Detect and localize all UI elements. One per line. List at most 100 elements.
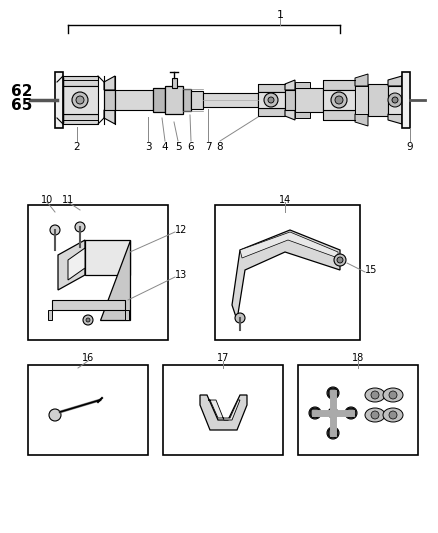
Polygon shape: [85, 240, 130, 275]
Polygon shape: [68, 248, 85, 280]
Polygon shape: [63, 114, 98, 124]
Circle shape: [309, 407, 321, 419]
Polygon shape: [285, 90, 295, 110]
Polygon shape: [323, 80, 355, 90]
Polygon shape: [52, 300, 125, 310]
Polygon shape: [388, 86, 402, 114]
Polygon shape: [240, 232, 338, 258]
Circle shape: [371, 391, 379, 399]
Polygon shape: [388, 114, 402, 124]
Circle shape: [75, 222, 85, 232]
Polygon shape: [125, 310, 129, 320]
Bar: [28, 365, 148, 455]
Text: 65: 65: [11, 99, 33, 114]
Text: 9: 9: [407, 142, 413, 152]
Polygon shape: [295, 112, 310, 118]
Polygon shape: [258, 92, 285, 108]
Bar: [295, 88, 323, 112]
Text: 18: 18: [352, 353, 364, 363]
Bar: [28, 205, 168, 340]
Bar: [368, 84, 388, 116]
Text: 7: 7: [205, 142, 211, 152]
Circle shape: [268, 97, 274, 103]
Text: 13: 13: [175, 270, 187, 280]
Circle shape: [328, 388, 338, 398]
Circle shape: [328, 428, 338, 438]
Bar: [298, 365, 418, 455]
Circle shape: [345, 407, 357, 419]
Polygon shape: [285, 80, 295, 90]
Bar: [203, 93, 258, 107]
Ellipse shape: [383, 408, 403, 422]
Text: 3: 3: [145, 142, 151, 152]
Polygon shape: [48, 310, 52, 320]
Circle shape: [337, 257, 343, 263]
Polygon shape: [104, 110, 115, 124]
Circle shape: [49, 409, 61, 421]
Text: 10: 10: [41, 195, 53, 205]
Text: 16: 16: [82, 353, 94, 363]
Circle shape: [389, 411, 397, 419]
Circle shape: [264, 93, 278, 107]
Polygon shape: [58, 240, 85, 290]
Bar: [55, 72, 63, 128]
Circle shape: [83, 315, 93, 325]
Polygon shape: [63, 86, 98, 114]
Circle shape: [331, 92, 347, 108]
Polygon shape: [232, 230, 340, 320]
Polygon shape: [100, 240, 130, 320]
Polygon shape: [388, 76, 402, 86]
Circle shape: [371, 411, 379, 419]
Bar: [402, 72, 410, 128]
Circle shape: [310, 408, 320, 418]
Text: 62: 62: [11, 85, 33, 100]
Bar: [163, 365, 283, 455]
Circle shape: [346, 408, 356, 418]
Text: 4: 4: [162, 142, 168, 152]
Circle shape: [50, 225, 60, 235]
Ellipse shape: [365, 408, 385, 422]
Polygon shape: [355, 86, 368, 114]
Polygon shape: [208, 400, 240, 420]
Circle shape: [328, 408, 338, 418]
Circle shape: [389, 391, 397, 399]
Text: 2: 2: [74, 142, 80, 152]
Text: 6: 6: [188, 142, 194, 152]
Text: 14: 14: [279, 195, 291, 205]
Circle shape: [72, 92, 88, 108]
Text: 5: 5: [175, 142, 181, 152]
Bar: [115, 90, 153, 110]
Bar: [165, 86, 183, 114]
Circle shape: [388, 93, 402, 107]
Circle shape: [235, 313, 245, 323]
Polygon shape: [295, 82, 310, 88]
Circle shape: [327, 387, 339, 399]
Polygon shape: [104, 90, 115, 110]
Polygon shape: [200, 395, 247, 430]
Bar: [183, 89, 191, 111]
Bar: [191, 91, 203, 109]
Polygon shape: [258, 108, 285, 116]
Polygon shape: [285, 110, 295, 120]
Text: 8: 8: [217, 142, 223, 152]
Bar: [153, 88, 165, 112]
Text: 1: 1: [276, 10, 283, 20]
Circle shape: [76, 96, 84, 104]
Text: 15: 15: [365, 265, 378, 275]
Ellipse shape: [365, 388, 385, 402]
Circle shape: [327, 427, 339, 439]
Polygon shape: [323, 90, 355, 110]
Bar: [215, 205, 360, 340]
Polygon shape: [323, 110, 355, 120]
Circle shape: [334, 254, 346, 266]
Polygon shape: [258, 84, 285, 92]
Polygon shape: [104, 76, 115, 90]
Polygon shape: [355, 74, 368, 86]
Ellipse shape: [383, 388, 403, 402]
Text: 11: 11: [62, 195, 74, 205]
Bar: [172, 78, 177, 88]
Circle shape: [86, 318, 90, 322]
Text: 12: 12: [175, 225, 187, 235]
Circle shape: [392, 97, 398, 103]
Text: 17: 17: [217, 353, 229, 363]
